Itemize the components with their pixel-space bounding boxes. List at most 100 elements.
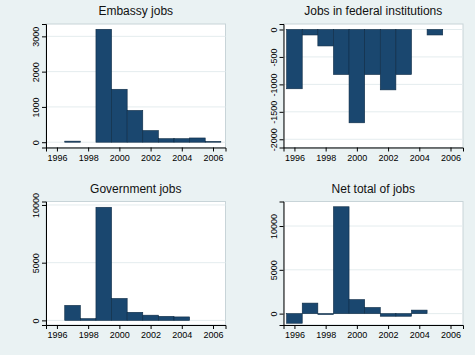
x-tick-mark — [326, 148, 327, 152]
panel: Jobs in federal institutions0-500-1000-1… — [269, 4, 464, 163]
grid-line — [46, 36, 226, 37]
y-axis: 0 5000 10000 — [31, 193, 47, 326]
y-tick-label: 10000 — [31, 193, 41, 218]
bar — [174, 139, 190, 143]
y-tick-mark — [280, 57, 284, 58]
bar — [302, 303, 318, 314]
y-tick: 3000 — [31, 27, 46, 47]
y-tick: -2000 — [269, 128, 284, 151]
bar — [158, 139, 174, 143]
x-tick-mark — [182, 325, 183, 329]
bars — [65, 207, 190, 320]
bar — [96, 207, 112, 320]
y-tick-label: -500 — [269, 48, 279, 66]
x-tick-label: 2006 — [441, 153, 461, 163]
y-tick: 0 — [31, 318, 46, 323]
x-axis: 199619982000200220042006 — [284, 148, 464, 163]
y-tick: 0 — [31, 140, 46, 145]
x-tick-mark — [151, 325, 152, 329]
bar — [349, 300, 365, 314]
bar — [318, 313, 334, 315]
bar — [396, 314, 412, 317]
bar — [80, 319, 96, 321]
y-axis-line — [42, 202, 47, 326]
y-tick-label: -2000 — [269, 128, 279, 151]
panel: Government jobs0500010000199619982000200… — [31, 182, 226, 341]
y-tick-label: 0 — [31, 140, 41, 145]
plot: 0100020003000199619982000200220042006 — [31, 24, 226, 163]
figure: Embassy jobs 0 1000 2000 3000 1996 1998 2000 200… — [0, 0, 475, 355]
x-tick-mark — [119, 148, 120, 152]
bar — [127, 110, 143, 142]
x-tick-label: 1998 — [79, 153, 99, 163]
y-tick-mark — [42, 72, 46, 73]
y-tick-mark — [42, 320, 46, 321]
x-tick: 2000 — [347, 325, 367, 340]
x-tick-label: 2002 — [379, 330, 399, 340]
x-tick-label: 2004 — [410, 330, 430, 340]
x-tick-mark — [151, 148, 152, 152]
x-tick: 2002 — [379, 148, 399, 163]
y-axis-line — [42, 25, 47, 149]
panel: Embassy jobs 0 1000 2000 30001996 1998 2000 200… — [31, 4, 226, 163]
bar — [65, 141, 81, 142]
y-tick-label: 3000 — [31, 27, 41, 47]
y-tick-label: 0 — [31, 318, 41, 323]
x-tick-mark — [419, 148, 420, 152]
x-tick: 1996 — [285, 325, 305, 340]
x-tick-label: 2006 — [203, 153, 223, 163]
y-tick-mark — [42, 107, 46, 108]
panel-title: Embassy jobs — [98, 4, 173, 18]
y-tick-label: 2000 — [31, 62, 41, 82]
y-tick: 5000 — [31, 253, 46, 273]
bars — [65, 29, 221, 142]
y-tick-mark — [280, 139, 284, 140]
plot-frame — [284, 202, 464, 326]
x-tick: 1996 — [47, 148, 67, 163]
panel-title: Government jobs — [90, 182, 181, 196]
x-tick: 2004 — [410, 325, 430, 340]
y-tick-mark — [280, 270, 284, 271]
y-tick-label: 0 — [269, 312, 279, 317]
x-tick-mark — [213, 325, 214, 329]
bar — [287, 314, 303, 324]
y-tick-mark — [280, 314, 284, 315]
x-tick-mark — [451, 325, 452, 329]
x-tick-label: 1998 — [316, 153, 336, 163]
x-tick-mark — [419, 325, 420, 329]
bar — [349, 29, 365, 122]
y-tick-label: 5000 — [31, 253, 41, 273]
x-tick: 2002 — [379, 325, 399, 340]
bar — [333, 29, 349, 74]
x-tick-label: 1996 — [47, 330, 67, 340]
y-axis: 0 1000 2000 3000 — [31, 25, 47, 149]
plot-frame — [46, 24, 226, 148]
x-tick: 2004 — [172, 325, 192, 340]
x-tick-label: 1996 — [285, 153, 305, 163]
panel: Net total of jobs05000100001996199820002… — [269, 182, 464, 341]
bar — [318, 29, 334, 45]
x-tick-mark — [88, 148, 89, 152]
bar — [411, 310, 427, 314]
x-axis: 199619982000200220042006 — [284, 325, 464, 340]
grid-line — [284, 269, 464, 270]
x-tick-mark — [294, 325, 295, 329]
y-tick: 10000 — [31, 193, 46, 218]
x-axis-line — [47, 148, 227, 152]
x-tick: 2002 — [141, 325, 161, 340]
x-tick-label: 2000 — [347, 330, 367, 340]
x-tick: 2006 — [203, 148, 223, 163]
x-tick-mark — [294, 148, 295, 152]
bar — [396, 29, 412, 74]
x-tick-label: 2006 — [203, 330, 223, 340]
x-tick-mark — [213, 148, 214, 152]
y-tick-mark — [280, 29, 284, 30]
x-tick-label: 2000 — [347, 153, 367, 163]
y-tick-mark — [280, 226, 284, 227]
y-tick-label: 1000 — [31, 97, 41, 117]
grid-line — [46, 262, 226, 263]
x-tick-mark — [326, 325, 327, 329]
x-tick-label: 1996 — [285, 330, 305, 340]
bar — [65, 305, 81, 320]
y-axis: 0500010000 — [269, 202, 285, 326]
